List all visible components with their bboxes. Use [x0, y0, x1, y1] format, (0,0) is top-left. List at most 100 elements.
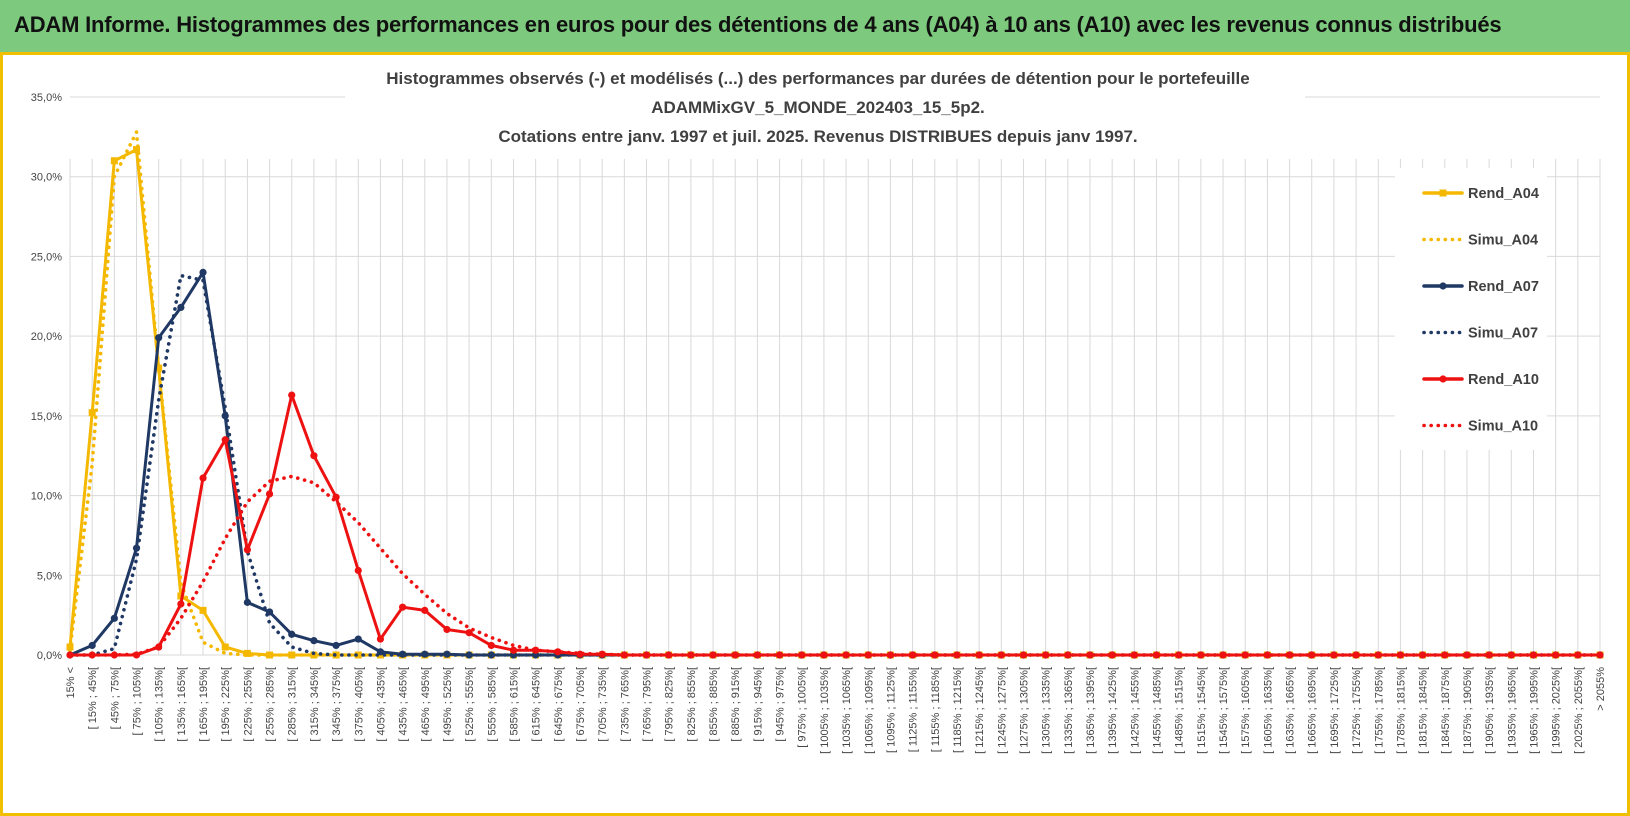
x-tick-label: [ 975% ; 1005%[ — [797, 667, 809, 748]
data-point — [110, 157, 118, 165]
data-point — [953, 651, 961, 659]
x-tick-label: [ 135% ; 165%[ — [176, 667, 188, 742]
legend-marker — [1439, 375, 1447, 383]
data-point — [775, 651, 784, 659]
x-tick-label: [ 1155% ; 1185%[ — [930, 667, 942, 752]
x-tick-label: [ 585% ; 615%[ — [508, 667, 520, 742]
legend-background — [1395, 168, 1547, 450]
data-point — [376, 635, 385, 643]
data-point — [221, 643, 229, 651]
data-point — [177, 303, 185, 312]
chart-title: Histogrammes observés (-) et modélisés (… — [345, 64, 1305, 152]
chart-legend: Rend_A04 Simu_A04 Rend_A07 Simu_A07 Rend_A10… — [1395, 168, 1547, 450]
legend-label: Simu_A04 — [1468, 233, 1538, 249]
x-tick-label: [ 825% ; 855%[ — [686, 667, 698, 742]
data-point — [288, 630, 296, 638]
series-line-simu-a10 — [68, 474, 1602, 657]
x-tick-label: [ 1185% ; 1215%[ — [952, 667, 964, 753]
x-axis: 15% < [ 15% ; 45%[[ 45% ; 75%[[ 75% ; 105… — [65, 667, 1607, 754]
x-tick-label: [ 195% ; 225%[ — [220, 667, 232, 742]
data-point — [265, 490, 274, 498]
x-tick-label: [ 1815% ; 1845%[ — [1418, 667, 1430, 754]
data-point — [1485, 651, 1493, 659]
x-tick-label: [ 1935% ; 1965%[ — [1506, 667, 1518, 754]
chart-gridlines — [69, 96, 1601, 656]
x-tick-label: [ 765% ; 795%[ — [642, 667, 654, 742]
x-tick-label: [ 345% ; 375%[ — [331, 667, 343, 742]
data-point — [88, 409, 96, 417]
data-point — [243, 649, 251, 657]
x-tick-label: [ 885% ; 915%[ — [730, 667, 742, 742]
legend-marker — [1439, 189, 1447, 197]
x-tick-label: [ 1245% ; 1275%[ — [996, 667, 1008, 754]
x-tick-label: [ 1905% ; 1935%[ — [1484, 667, 1496, 754]
data-point — [354, 566, 362, 575]
legend-label: Simu_A10 — [1468, 419, 1538, 435]
x-tick-label: 15% < — [65, 667, 77, 699]
legend-label: Rend_A07 — [1468, 279, 1539, 295]
chart-title-line: Histogrammes observés (-) et modélisés (… — [386, 69, 1249, 88]
x-tick-label: [ 285% ; 315%[ — [287, 667, 299, 742]
x-tick-label: [ 375% ; 405%[ — [353, 667, 365, 742]
y-axis: 0,0% 5,0% 10,0% 15,0% 20,0% 25,0% 30,0% 35,0% — [31, 92, 62, 662]
x-tick-label: [ 1485% ; 1515%[ — [1174, 667, 1186, 754]
data-point — [199, 474, 207, 482]
data-point — [1263, 651, 1271, 659]
x-tick-label: [ 1395% ; 1425%[ — [1107, 667, 1119, 754]
data-point — [266, 651, 274, 659]
data-point — [1130, 651, 1138, 659]
x-tick-label: [ 1425% ; 1455%[ — [1129, 667, 1141, 754]
x-tick-label: [ 1845% ; 1875%[ — [1440, 667, 1452, 754]
chart-frame — [0, 52, 1630, 816]
data-point — [243, 598, 251, 606]
data-point — [1308, 651, 1316, 659]
chart-title-line: Cotations entre janv. 1997 et juil. 2025… — [498, 127, 1137, 146]
x-tick-label: [ 225% ; 255%[ — [242, 667, 254, 742]
x-tick-label: [ 2025% ; 2055%[ — [1573, 667, 1585, 754]
x-tick-label: [ 705% ; 735%[ — [597, 667, 609, 742]
y-tick-label: 5,0% — [37, 570, 62, 582]
data-point — [133, 146, 141, 154]
chart-series — [66, 130, 1604, 659]
x-tick-label: [ 735% ; 765%[ — [619, 667, 631, 742]
legend-label: Rend_A10 — [1468, 372, 1539, 388]
x-tick-label: [ 105% ; 135%[ — [154, 667, 166, 742]
series-line-simu-a07 — [68, 273, 1602, 657]
data-point — [288, 391, 296, 399]
data-point — [731, 651, 739, 659]
data-point — [155, 334, 163, 342]
x-tick-label: [ 435% ; 465%[ — [398, 667, 410, 742]
chart-title-line: ADAMMixGV_5_MONDE_202403_15_5p2. — [651, 98, 985, 117]
y-tick-label: 20,0% — [31, 331, 62, 343]
y-tick-label: 25,0% — [31, 251, 62, 263]
data-point — [931, 651, 939, 659]
x-tick-label: [ 675% ; 705%[ — [575, 667, 587, 742]
x-tick-label: > 2055% — [1595, 667, 1607, 711]
x-tick-label: [ 1965% ; 1995%[ — [1528, 667, 1540, 754]
x-tick-label: [ 615% ; 645%[ — [531, 667, 543, 742]
data-point — [1441, 651, 1449, 659]
x-tick-label: [ 45% ; 75%[ — [109, 667, 121, 729]
x-tick-label: [ 1725% ; 1755%[ — [1351, 667, 1363, 754]
x-tick-label: [ 1785% ; 1815%[ — [1395, 667, 1407, 754]
x-tick-label: [ 1575% ; 1605%[ — [1240, 667, 1252, 754]
data-point — [1463, 651, 1471, 659]
x-tick-label: [ 1665% ; 1695%[ — [1307, 667, 1319, 754]
x-tick-label: [ 555% ; 585%[ — [486, 667, 498, 742]
x-tick-label: [ 315% ; 345%[ — [309, 667, 321, 742]
data-point — [66, 643, 74, 651]
x-tick-label: [ 1005% ; 1035%[ — [819, 667, 831, 754]
y-tick-label: 10,0% — [31, 491, 62, 503]
x-tick-label: [ 405% ; 435%[ — [375, 667, 387, 742]
data-point — [909, 651, 917, 659]
x-tick-label: [ 1125% ; 1155%[ — [908, 667, 920, 752]
legend-marker — [1439, 282, 1447, 290]
page-title: ADAM Informe. Histogrammes des performan… — [14, 12, 1502, 37]
data-point — [465, 629, 473, 637]
x-tick-label: [ 1065% ; 1095%[ — [863, 667, 875, 754]
data-point — [421, 606, 429, 614]
data-point — [177, 600, 185, 608]
data-point — [376, 648, 385, 656]
x-tick-label: [ 495% ; 525%[ — [442, 667, 454, 742]
